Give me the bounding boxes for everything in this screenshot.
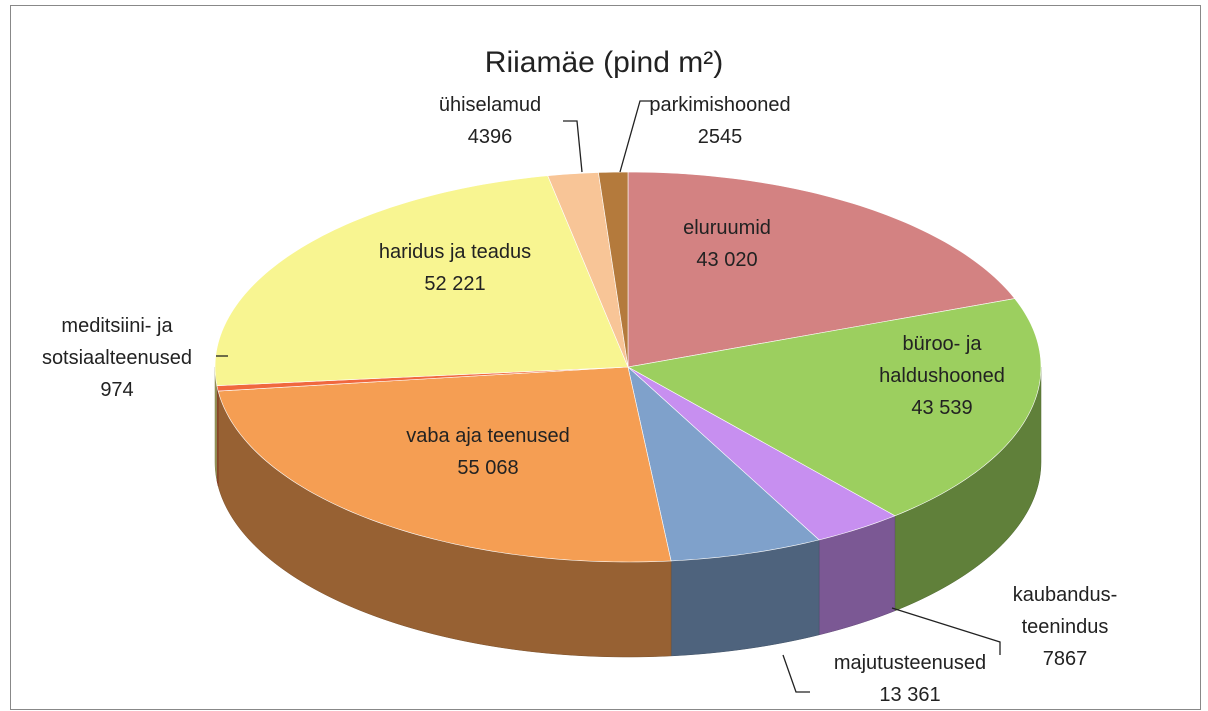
slice-label: büroo- ja haldushooned 43 539 [857, 328, 1027, 424]
value-label: 13 361 [879, 684, 941, 706]
value-label: 55 068 [457, 457, 519, 479]
slice-label: ühiselamud 4396 [415, 89, 565, 153]
slice-label: haridus ja teadus 52 221 [355, 236, 555, 300]
category-label: haridus ja teadus [378, 241, 532, 263]
value-label: 52 221 [424, 273, 486, 295]
value-label: 974 [100, 379, 134, 401]
leader-line [563, 120, 583, 173]
slice [598, 171, 629, 368]
chart-title: Riiamäe (pind m²) [484, 46, 724, 79]
slice-label: vaba aja teenused 55 068 [378, 420, 598, 484]
category-label: parkimishooned [649, 94, 791, 116]
value-label: 2545 [697, 126, 743, 148]
value-label: 43 020 [696, 249, 758, 271]
slice-label: meditsiini- ja sotsiaalteenused 974 [17, 310, 217, 406]
slice [217, 366, 672, 563]
category-label: meditsiini- ja sotsiaalteenused [41, 315, 193, 369]
slice [627, 171, 1016, 368]
category-label: eluruumid [683, 217, 771, 239]
slice-label: parkimishooned 2545 [630, 89, 810, 153]
category-label: vaba aja teenused [406, 425, 570, 447]
leader-line [891, 607, 1001, 655]
slice [627, 298, 1042, 517]
value-label: 4396 [467, 126, 513, 148]
slice [547, 172, 629, 368]
value-label: 7867 [1042, 648, 1088, 670]
value-label: 43 539 [911, 397, 973, 419]
slice [627, 366, 896, 541]
slice [214, 175, 629, 387]
leader-line [619, 100, 652, 173]
category-label: kaubandus-teenindus [1012, 584, 1118, 638]
leader-line [782, 654, 810, 693]
slice-label: eluruumid 43 020 [652, 212, 802, 276]
slice-label: kaubandus-teenindus 7867 [1005, 579, 1125, 675]
slice-label: majutusteenused 13 361 [815, 647, 1005, 711]
slice [627, 366, 820, 562]
category-label: ühiselamud [438, 94, 542, 116]
category-label: majutusteenused [833, 652, 987, 674]
category-label: büroo- ja haldushooned [879, 333, 1005, 387]
